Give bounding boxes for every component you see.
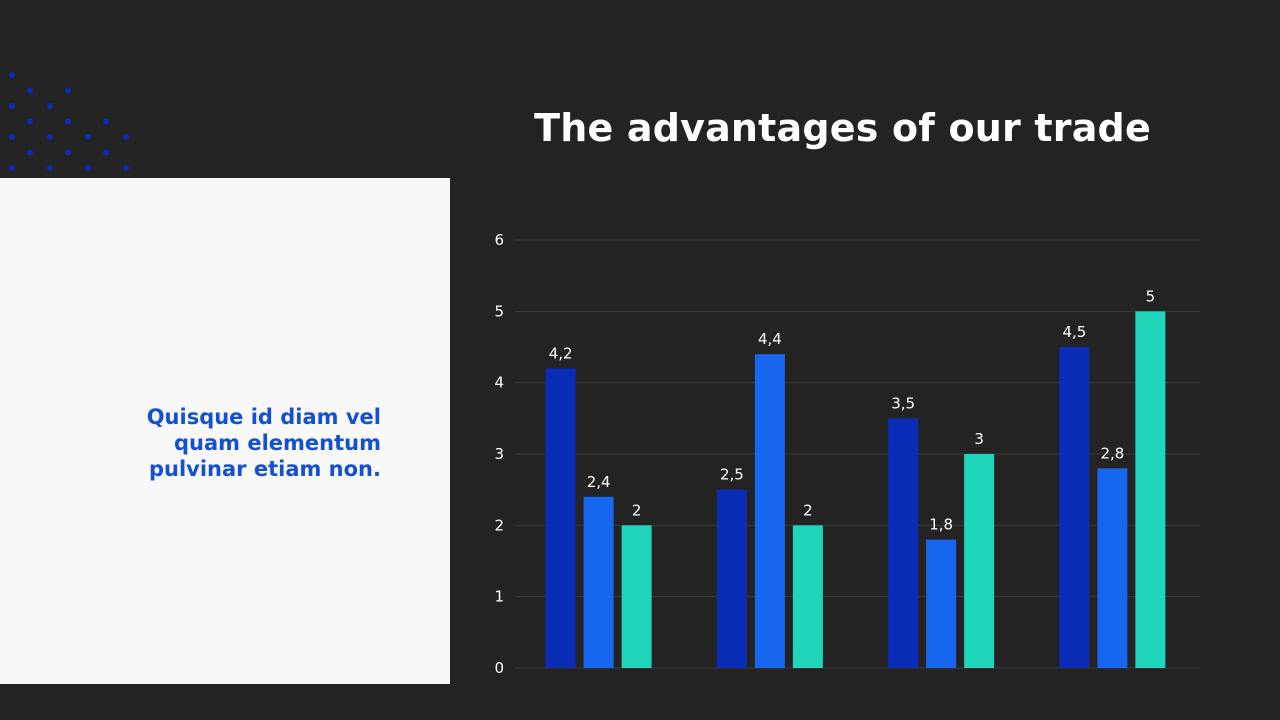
y-tick-label-5: 5 [494,302,504,320]
dot-7 [103,118,109,125]
bar-3-1 [1097,468,1128,668]
quote-line-2: quam elementum [174,431,381,455]
bar-1-1 [754,354,785,668]
data-label-1-0: 2,5 [720,466,744,484]
data-label-0-2: 2 [632,501,642,519]
data-label-0-0: 4,2 [549,344,573,362]
dot-18 [123,165,129,171]
left-panel [0,178,450,684]
bar-chart: 0 1 2 3 4 5 6 4,2 2,4 2 2,5 4,4 2 3,5 1,8 3 4,5 2,8 5 [494,231,1200,677]
dot-6 [65,118,71,125]
y-tick-label-3: 3 [494,445,504,463]
dot-15 [9,165,15,171]
data-label-2-2: 3 [974,430,984,448]
bar-3-0 [1059,347,1090,668]
quote-text: Quisque id diam vel quam elementum pulvi… [0,404,381,482]
bar-1-0 [716,489,747,668]
data-label-3-0: 4,5 [1062,323,1086,341]
dot-13 [65,149,71,156]
bar-0-2 [621,525,652,668]
dot-3 [9,103,15,109]
data-label-0-1: 2,4 [587,473,611,491]
dot-12 [27,149,33,156]
data-label-1-2: 2 [803,501,813,519]
data-label-3-1: 2,8 [1100,444,1124,462]
dot-14 [103,149,109,156]
slide-title: The advantages of our trade [534,106,1151,150]
y-tick-label-1: 1 [494,588,504,606]
bar-2-1 [926,539,957,668]
dot-17 [85,165,91,171]
data-label-2-1: 1,8 [929,516,953,534]
dot-2 [65,87,71,94]
dot-4 [47,103,53,109]
y-tick-label-0: 0 [494,659,504,677]
quote-line-1: Quisque id diam vel [146,405,381,429]
dot-8 [9,134,15,140]
dot-16 [47,165,53,171]
bar-1-2 [792,525,823,668]
y-tick-label-4: 4 [494,374,504,392]
data-label-3-2: 5 [1146,287,1156,305]
dot-1 [27,87,33,94]
bar-0-0 [545,368,576,668]
bar-0-1 [583,496,614,668]
data-label-1-1: 4,4 [758,330,782,348]
bar-2-0 [888,418,919,668]
y-tick-label-2: 2 [494,516,504,534]
data-label-2-0: 3,5 [891,394,915,412]
dot-10 [85,134,91,140]
quote-line-3: pulvinar etiam non. [148,457,381,481]
bar-2-2 [964,454,995,668]
dot-11 [123,134,129,140]
dot-9 [47,134,53,140]
bar-3-2 [1135,311,1166,668]
dot-5 [27,118,33,125]
y-tick-label-6: 6 [494,231,504,249]
dot-0 [9,72,15,78]
